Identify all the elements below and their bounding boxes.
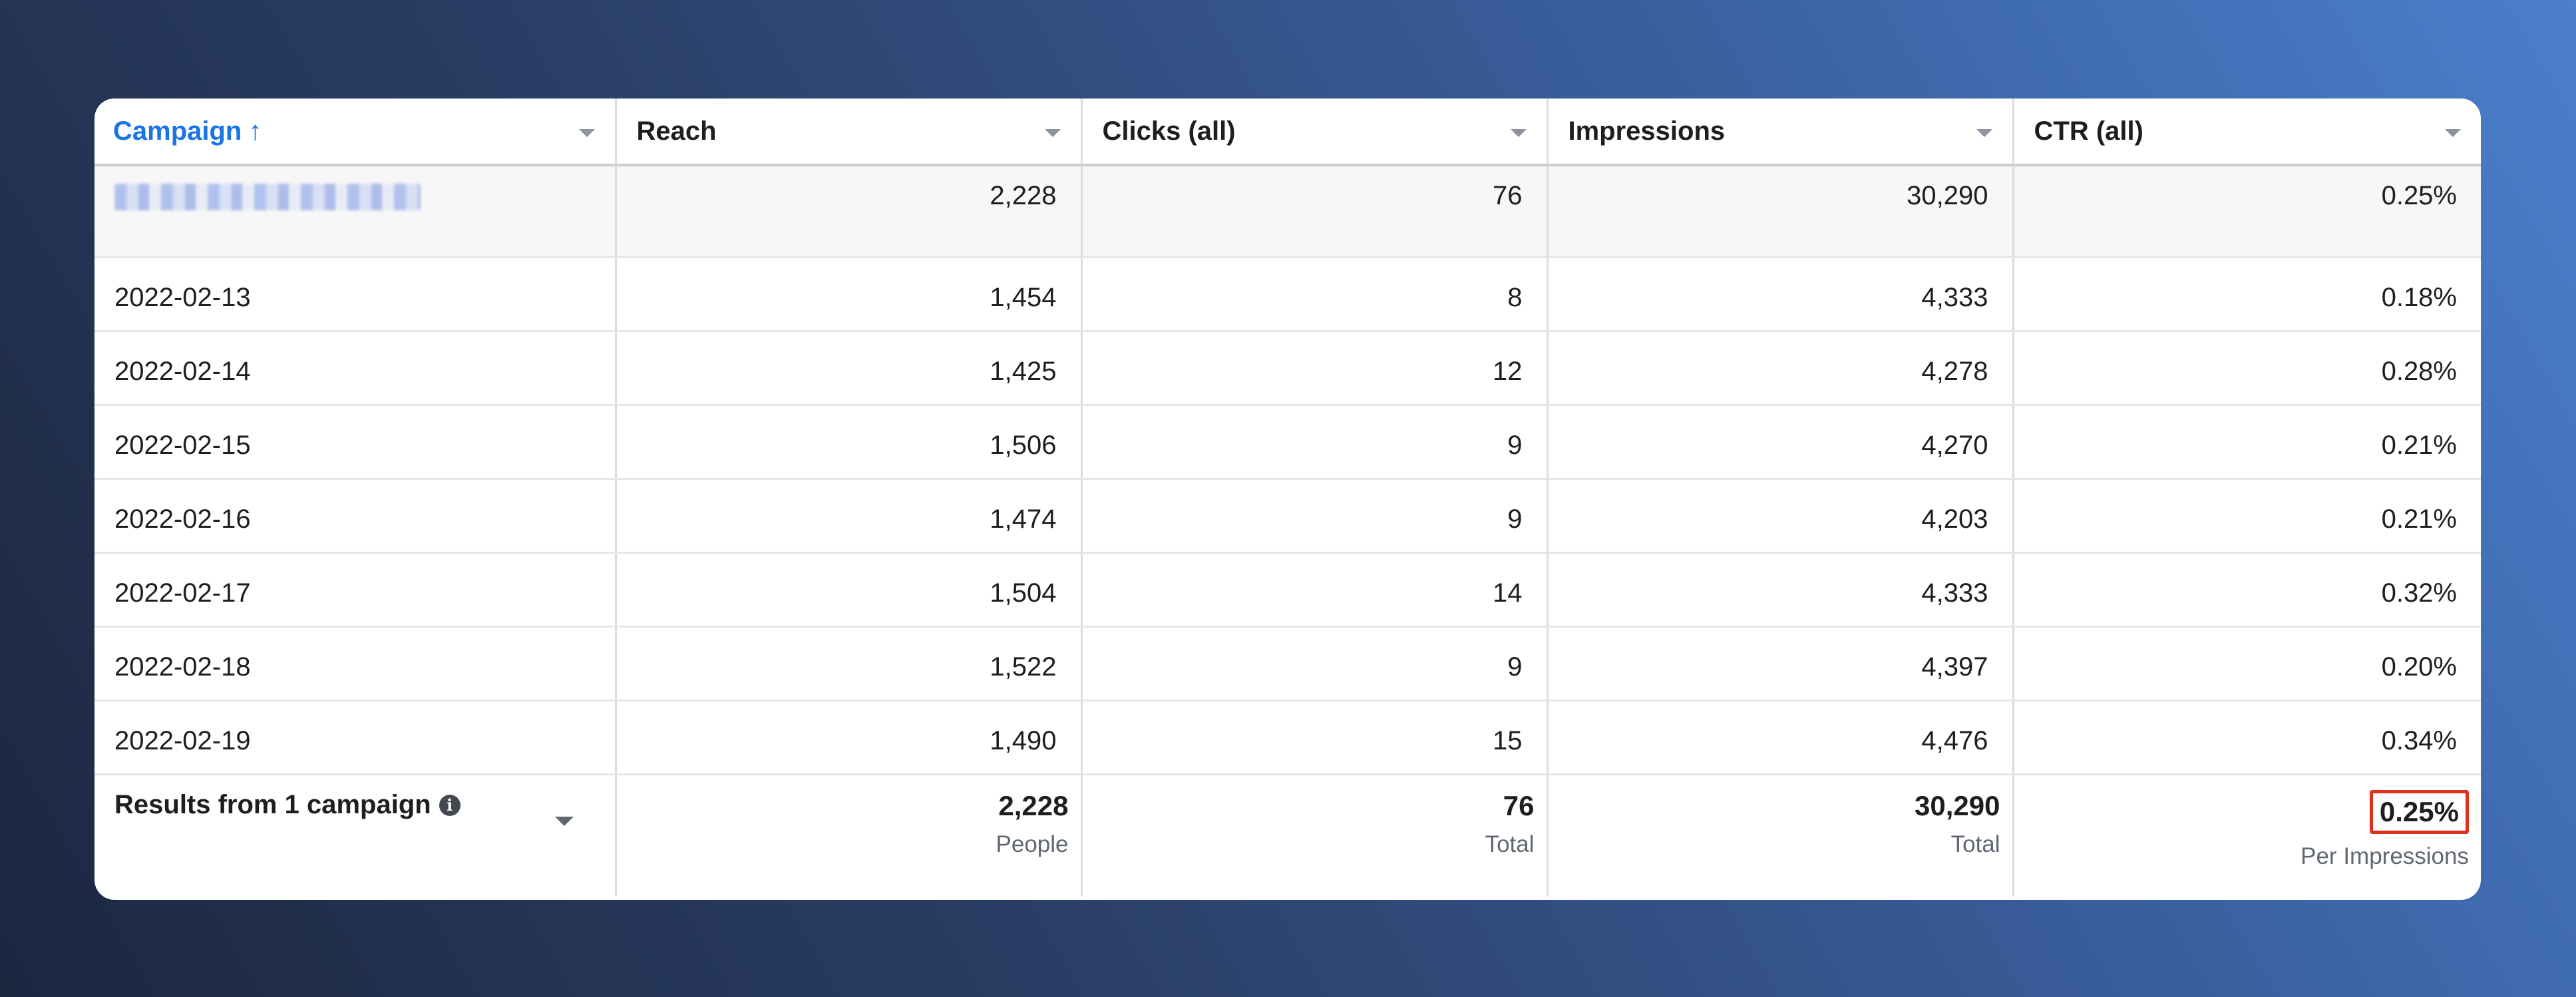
column-header-ctr[interactable]: CTR (all)	[2013, 99, 2481, 166]
reach-cell: 1,490	[616, 700, 1083, 775]
blurred-campaign-name	[114, 184, 421, 210]
impressions-cell: 4,203	[1547, 479, 2014, 554]
impressions-cell: 4,333	[1547, 257, 2014, 332]
reach-cell: 1,425	[616, 331, 1083, 406]
total-impressions-cell: 30,290 Total	[1547, 774, 2014, 897]
column-header-impressions[interactable]: Impressions	[1547, 99, 2014, 166]
column-header-label: CTR (all)	[2034, 116, 2143, 146]
total-reach-cell: 2,228 People	[616, 774, 1083, 897]
table-header-row: Campaign ↑ Reach Clicks (all) Impressions…	[94, 99, 2481, 166]
ctr-cell: 0.18%	[2013, 257, 2481, 332]
column-header-clicks[interactable]: Clicks (all)	[1081, 99, 1549, 166]
table-row[interactable]: 2022-02-18 1,522 9 4,397 0.20%	[94, 626, 2481, 701]
total-clicks-value: 76	[1503, 789, 1535, 821]
info-icon[interactable]: i	[439, 794, 460, 816]
column-header-campaign[interactable]: Campaign ↑	[94, 99, 617, 166]
total-clicks-cell: 76 Total	[1081, 774, 1549, 897]
column-header-label: Clicks (all)	[1102, 116, 1236, 146]
impressions-cell: 4,333	[1547, 552, 2014, 628]
ctr-cell: 0.20%	[2013, 626, 2481, 701]
total-impressions-unit: Total	[1950, 831, 2000, 857]
clicks-cell: 15	[1081, 700, 1549, 775]
total-ctr-value: 0.25%	[2369, 789, 2469, 834]
totals-label-cell: Results from 1 campaign i	[94, 774, 617, 897]
reach-cell: 2,228	[616, 165, 1083, 258]
campaign-report-table: Campaign ↑ Reach Clicks (all) Impressions…	[94, 99, 2481, 897]
column-header-reach[interactable]: Reach	[616, 99, 1083, 166]
ctr-cell: 0.32%	[2013, 552, 2481, 628]
results-summary-label: Results from 1 campaign	[114, 789, 431, 819]
table-row[interactable]: 2022-02-14 1,425 12 4,278 0.28%	[94, 331, 2481, 406]
table-row[interactable]: 2022-02-17 1,504 14 4,333 0.32%	[94, 552, 2481, 628]
clicks-cell: 9	[1081, 405, 1549, 480]
total-clicks-unit: Total	[1485, 831, 1535, 857]
date-cell: 2022-02-17	[94, 552, 617, 628]
column-menu-caret-icon[interactable]	[1510, 129, 1527, 137]
clicks-cell: 9	[1081, 479, 1549, 554]
column-menu-caret-icon[interactable]	[1976, 129, 1992, 137]
ctr-cell: 0.28%	[2013, 331, 2481, 406]
total-ctr-cell: 0.25% Per Impressions	[2013, 774, 2481, 897]
reach-cell: 1,522	[616, 626, 1083, 701]
column-menu-caret-icon[interactable]	[2445, 129, 2461, 137]
clicks-cell: 76	[1081, 165, 1549, 258]
campaign-name-cell[interactable]	[94, 165, 617, 258]
reach-cell: 1,504	[616, 552, 1083, 628]
column-header-label: Impressions	[1568, 116, 1726, 146]
date-cell: 2022-02-13	[94, 257, 617, 332]
impressions-cell: 4,397	[1547, 626, 2014, 701]
totals-row: Results from 1 campaign i 2,228 People 76…	[94, 774, 2481, 897]
column-header-label: Campaign	[113, 116, 242, 146]
column-header-label: Reach	[636, 116, 717, 146]
total-reach-value: 2,228	[998, 789, 1069, 821]
total-reach-unit: People	[996, 831, 1069, 857]
date-cell: 2022-02-16	[94, 479, 617, 554]
impressions-cell: 30,290	[1547, 165, 2014, 258]
clicks-cell: 8	[1081, 257, 1549, 332]
total-ctr-unit: Per Impressions	[2300, 843, 2469, 869]
total-ctr-value-wrapper: 0.25%	[2034, 789, 2469, 834]
impressions-cell: 4,476	[1547, 700, 2014, 775]
table-row[interactable]: 2022-02-13 1,454 8 4,333 0.18%	[94, 257, 2481, 332]
impressions-cell: 4,278	[1547, 331, 2014, 406]
sort-ascending-icon[interactable]: ↑	[248, 116, 262, 146]
column-menu-caret-icon[interactable]	[578, 129, 595, 137]
ctr-cell: 0.21%	[2013, 405, 2481, 480]
results-dropdown-caret-icon[interactable]	[555, 817, 574, 826]
column-menu-caret-icon[interactable]	[1044, 129, 1061, 137]
total-impressions-value: 30,290	[1915, 789, 2000, 821]
reach-cell: 1,454	[616, 257, 1083, 332]
clicks-cell: 9	[1081, 626, 1549, 701]
date-cell: 2022-02-15	[94, 405, 617, 480]
table-row[interactable]: 2022-02-16 1,474 9 4,203 0.21%	[94, 479, 2481, 554]
ctr-cell: 0.25%	[2013, 165, 2481, 258]
ctr-cell: 0.34%	[2013, 700, 2481, 775]
reach-cell: 1,506	[616, 405, 1083, 480]
table-row[interactable]: 2022-02-19 1,490 15 4,476 0.34%	[94, 700, 2481, 775]
clicks-cell: 12	[1081, 331, 1549, 406]
date-cell: 2022-02-19	[94, 700, 617, 775]
reach-cell: 1,474	[616, 479, 1083, 554]
date-cell: 2022-02-18	[94, 626, 617, 701]
table-row[interactable]: 2022-02-15 1,506 9 4,270 0.21%	[94, 405, 2481, 480]
clicks-cell: 14	[1081, 552, 1549, 628]
campaign-row[interactable]: 2,228 76 30,290 0.25%	[94, 165, 2481, 258]
ctr-cell: 0.21%	[2013, 479, 2481, 554]
campaign-report-table-card: Campaign ↑ Reach Clicks (all) Impressions…	[94, 99, 2481, 900]
impressions-cell: 4,270	[1547, 405, 2014, 480]
date-cell: 2022-02-14	[94, 331, 617, 406]
